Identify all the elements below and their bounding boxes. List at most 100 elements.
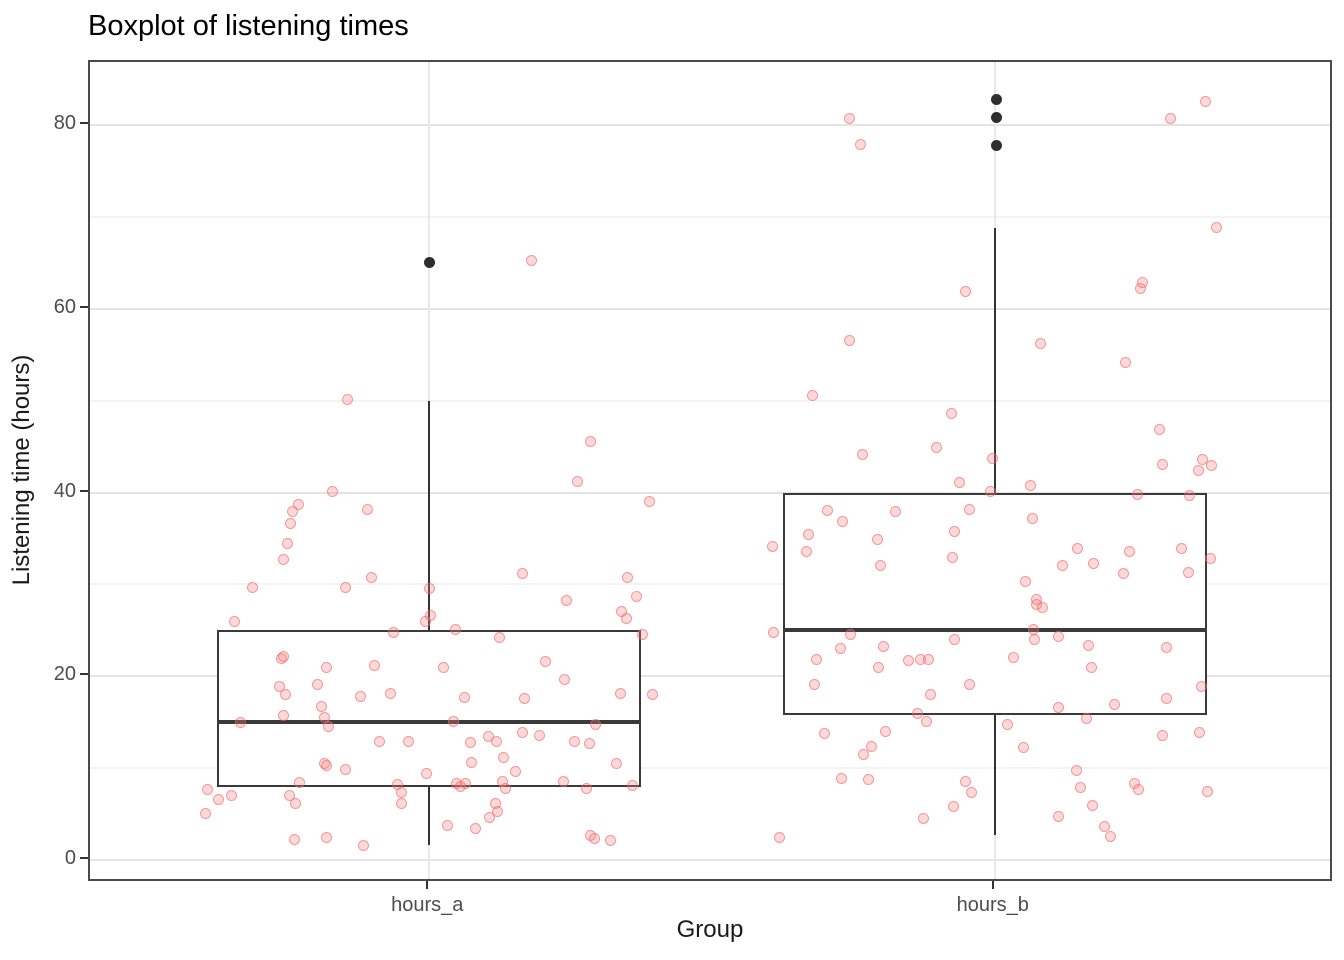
outlier-point <box>991 139 1003 151</box>
y-tick-mark <box>80 305 88 308</box>
jitter-point <box>517 726 529 738</box>
jitter-point <box>320 759 332 771</box>
jitter-point <box>767 541 778 553</box>
jitter-point <box>199 807 211 819</box>
gridline-minor <box>90 583 1330 586</box>
jitter-point <box>518 692 530 704</box>
jitter-point <box>966 787 978 799</box>
upper-whisker-hours_a <box>428 400 431 631</box>
jitter-point <box>834 643 846 655</box>
jitter-point <box>235 716 247 728</box>
jitter-point <box>1161 692 1173 704</box>
jitter-point <box>1029 634 1041 646</box>
jitter-point <box>459 778 471 790</box>
y-tick-label: 40 <box>53 479 76 502</box>
gridline-minor <box>90 767 1330 770</box>
jitter-point <box>1133 783 1145 795</box>
jitter-point <box>621 612 633 624</box>
upper-whisker-hours_b <box>993 227 996 493</box>
jitter-point <box>1176 543 1188 555</box>
jitter-point <box>878 641 890 653</box>
jitter-point <box>1082 639 1094 651</box>
jitter-point <box>803 529 815 541</box>
jitter-point <box>369 659 381 671</box>
jitter-point <box>320 831 332 843</box>
jitter-point <box>960 775 972 787</box>
jitter-point <box>423 582 435 594</box>
jitter-point <box>947 552 959 564</box>
jitter-point <box>315 701 327 713</box>
jitter-point <box>808 679 820 691</box>
jitter-point <box>212 793 224 805</box>
jitter-point <box>497 751 509 763</box>
jitter-point <box>517 567 529 579</box>
jitter-point <box>949 634 961 646</box>
jitter-point <box>289 797 301 809</box>
jitter-point <box>855 138 867 150</box>
jitter-point <box>293 777 305 789</box>
jitter-point <box>569 736 581 747</box>
jitter-point <box>384 688 396 700</box>
jitter-point <box>964 504 976 516</box>
jitter-point <box>526 254 538 266</box>
jitter-point <box>1124 545 1136 557</box>
jitter-point <box>821 505 833 517</box>
jitter-point <box>357 839 369 851</box>
jitter-point <box>1200 95 1212 107</box>
jitter-point <box>1099 820 1111 832</box>
jitter-point <box>387 626 399 638</box>
jitter-point <box>1037 601 1049 613</box>
jitter-point <box>420 768 432 780</box>
jitter-point <box>1025 479 1037 491</box>
jitter-point <box>1071 765 1083 777</box>
jitter-point <box>458 691 470 703</box>
jitter-point <box>500 782 512 794</box>
jitter-point <box>354 690 366 702</box>
jitter-point <box>1027 512 1039 524</box>
jitter-point <box>1206 460 1218 472</box>
jitter-point <box>483 812 495 824</box>
jitter-point <box>1154 423 1166 435</box>
jitter-point <box>856 449 868 461</box>
jitter-point <box>858 748 870 760</box>
jitter-point <box>322 721 334 733</box>
jitter-point <box>647 689 659 701</box>
jitter-point <box>491 736 503 747</box>
jitter-point <box>917 813 929 825</box>
jitter-point <box>986 453 998 465</box>
jitter-point <box>923 654 935 666</box>
jitter-point <box>614 688 626 700</box>
y-tick-label: 0 <box>64 847 76 870</box>
median-hours_b <box>782 628 1207 633</box>
gridline-major <box>90 675 1330 678</box>
jitter-point <box>604 835 616 847</box>
jitter-point <box>441 819 453 831</box>
jitter-point <box>949 525 961 537</box>
jitter-point <box>1164 113 1176 125</box>
jitter-point <box>800 545 812 557</box>
jitter-point <box>845 628 857 640</box>
jitter-point <box>326 486 338 498</box>
gridline-major <box>90 859 1330 862</box>
jitter-point <box>465 757 477 769</box>
gridline-major <box>90 307 1330 310</box>
jitter-point <box>1194 726 1206 738</box>
jitter-point <box>437 661 449 673</box>
gridline-major <box>90 124 1330 127</box>
jitter-point <box>395 798 407 810</box>
y-tick-label: 80 <box>53 112 76 135</box>
jitter-point <box>1017 741 1029 753</box>
jitter-point <box>1117 567 1129 579</box>
jitter-point <box>560 594 572 606</box>
y-tick-mark <box>80 857 88 860</box>
jitter-point <box>636 628 648 640</box>
jitter-point <box>584 435 596 447</box>
jitter-point <box>1072 543 1084 555</box>
jitter-point <box>284 518 296 530</box>
jitter-point <box>311 679 323 691</box>
gridline-minor <box>90 215 1330 218</box>
jitter-point <box>273 680 285 692</box>
jitter-point <box>1202 785 1214 797</box>
jitter-point <box>1193 464 1205 476</box>
